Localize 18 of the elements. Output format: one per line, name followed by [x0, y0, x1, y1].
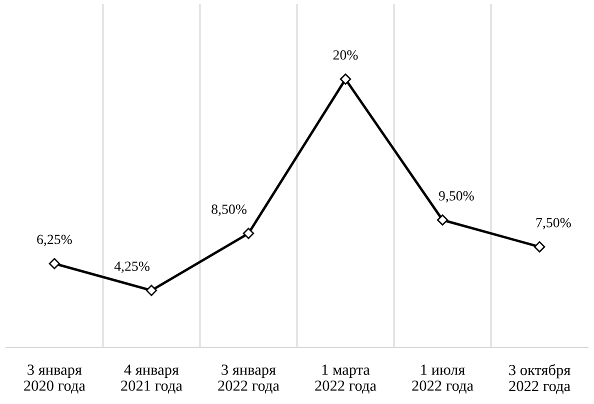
data-label: 20% — [333, 50, 358, 60]
data-label: 9,50% — [438, 191, 474, 203]
point — [534, 241, 546, 252]
point — [146, 284, 158, 296]
x-tick-label: 1 марта 2022 года — [315, 364, 376, 394]
x-tick-label: 3 января 2022 года — [218, 364, 280, 394]
x-tick-label: 4 января 2021 года — [121, 364, 182, 394]
x-tick-label: 3 октября 2022 года — [509, 364, 570, 394]
point — [436, 214, 448, 226]
point — [242, 228, 254, 240]
data-label: 8,50% — [212, 204, 247, 216]
data-label: 7,50% — [536, 218, 571, 230]
data-label: 4,25% — [114, 262, 150, 273]
point — [340, 74, 352, 85]
data-label: 6,25% — [37, 234, 72, 246]
x-tick-label: 1 июля 2022 года — [412, 364, 474, 394]
point — [48, 258, 60, 270]
x-tick-label: 3 января 2020 года — [24, 364, 86, 394]
